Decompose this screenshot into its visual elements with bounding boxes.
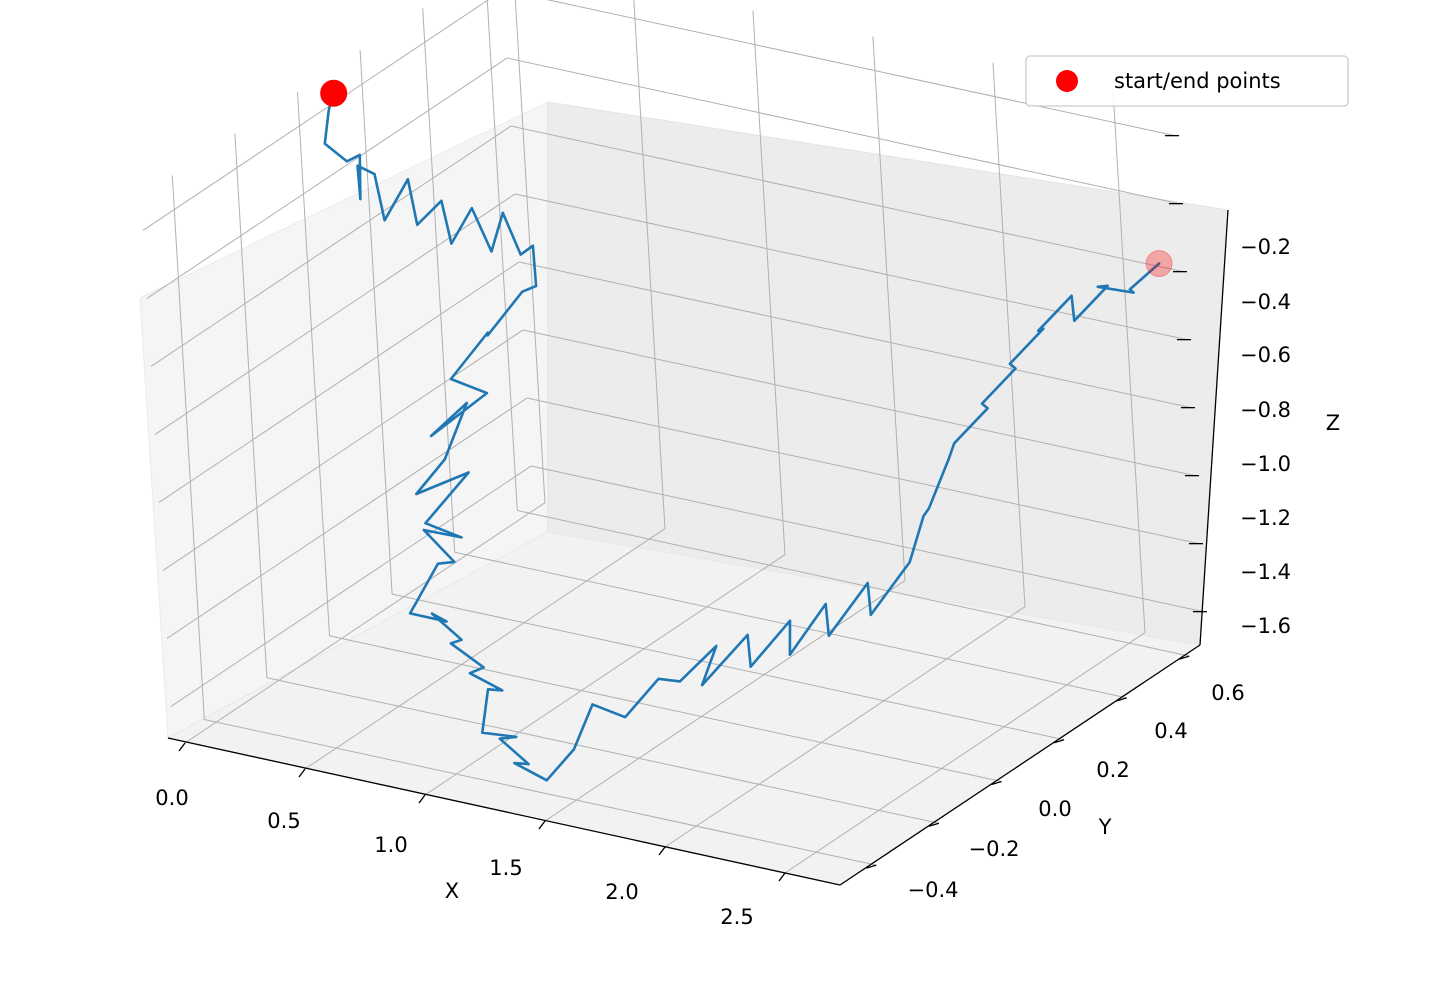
y-tick-mark: [866, 864, 877, 869]
x-axis-label: X: [445, 879, 459, 903]
grid-line: [162, 329, 524, 571]
x-tick-mark: [538, 820, 546, 830]
x-tick-label: 2.5: [720, 905, 753, 929]
grid-line: [171, 175, 205, 720]
grid-line: [992, 62, 1026, 607]
grid-line: [142, 0, 489, 231]
y-tick-label: 0.6: [1211, 681, 1244, 705]
start-point: [320, 79, 348, 107]
grid-line: [166, 397, 528, 639]
grid-line: [872, 36, 906, 581]
y-tick-label: 0.2: [1096, 758, 1129, 782]
z-tick-label: −1.2: [1240, 506, 1291, 530]
grid-line: [329, 635, 1002, 782]
grid-line: [514, 0, 546, 503]
grid-line: [544, 580, 906, 822]
tick-marks: [178, 134, 1207, 882]
z-axis-line: [1199, 209, 1229, 646]
grid-lines: [142, 0, 1204, 874]
legend-box: [1025, 55, 1349, 107]
y-tick-labels: −0.4 −0.2 0.0 0.2 0.4 0.6: [908, 681, 1245, 902]
grid-line: [530, 465, 1204, 613]
grid-line: [158, 261, 520, 503]
x-tick-mark: [778, 872, 786, 882]
y-tick-mark: [1179, 655, 1190, 660]
y-tick-label: −0.2: [969, 837, 1020, 861]
grid-line: [146, 57, 508, 299]
start-end-points: [320, 79, 1173, 278]
grid-line: [506, 57, 1180, 205]
z-axis-label: Z: [1326, 411, 1340, 435]
grid-line: [170, 465, 532, 707]
x-tick-mark: [418, 794, 426, 804]
grid-line: [522, 329, 1196, 477]
y-tick-mark: [1116, 697, 1127, 702]
y-tick-label: −0.4: [908, 878, 959, 902]
grid-line: [204, 719, 877, 866]
y-tick-mark: [1053, 739, 1065, 744]
z-tick-label: −0.4: [1240, 290, 1291, 314]
grid-line: [150, 125, 512, 367]
grid-line: [304, 528, 666, 770]
x-tick-label: 0.0: [155, 786, 188, 810]
grid-line: [184, 502, 546, 744]
x-tick-label: 1.0: [374, 833, 407, 857]
legend[interactable]: start/end points: [1025, 55, 1349, 107]
legend-marker: [1056, 70, 1078, 92]
grid-line: [391, 593, 1065, 741]
random-walk-line: [323, 91, 1161, 782]
grid-line: [154, 193, 516, 435]
axis-lines: [167, 209, 1229, 886]
y-axis-line: [839, 644, 1201, 886]
x-tick-mark: [178, 742, 186, 752]
grid-line: [424, 554, 786, 796]
grid-line: [784, 632, 1146, 874]
grid-line: [510, 125, 1184, 273]
z-tick-label: −0.6: [1240, 343, 1291, 367]
grid-line: [1112, 88, 1146, 633]
grid-line: [633, 0, 666, 529]
grid-line: [234, 133, 268, 678]
grid-line: [486, 0, 518, 511]
grid-line: [266, 677, 940, 824]
grid-line: [664, 606, 1026, 848]
grid-line: [297, 91, 330, 636]
grid-line: [517, 510, 1190, 657]
y-tick-label: 0.4: [1154, 719, 1187, 743]
grid-line: [752, 10, 786, 555]
legend-label: start/end points: [1114, 69, 1281, 93]
y-tick-mark: [991, 780, 1002, 786]
grid-line: [518, 261, 1192, 409]
y-axis-label: Y: [1098, 815, 1112, 839]
x-tick-label: 0.5: [267, 809, 300, 833]
z-tick-label: −0.2: [1240, 235, 1291, 259]
z-tick-label: −0.8: [1240, 398, 1291, 422]
grid-line: [359, 50, 393, 595]
grid-line: [422, 8, 456, 553]
end-point: [1145, 250, 1173, 278]
x-tick-label: 2.0: [605, 880, 638, 904]
z-tick-label: −1.4: [1240, 560, 1291, 584]
y-tick-mark: [928, 822, 940, 827]
grid-line: [546, 0, 1176, 137]
z-tick-label: −1.0: [1240, 452, 1291, 476]
z-tick-label: −1.6: [1240, 614, 1291, 638]
x-tick-label: 1.5: [489, 856, 522, 880]
z-tick-labels: −0.2 −0.4 −0.6 −0.8 −1.0 −1.2 −1.4 −1.6: [1240, 235, 1291, 638]
grid-line: [526, 397, 1200, 545]
x-tick-labels: 0.0 0.5 1.0 1.5 2.0 2.5: [155, 786, 753, 929]
x-tick-mark: [298, 768, 306, 778]
x-tick-mark: [658, 846, 666, 856]
y-tick-label: 0.0: [1038, 797, 1071, 821]
x-axis-line: [167, 737, 841, 886]
